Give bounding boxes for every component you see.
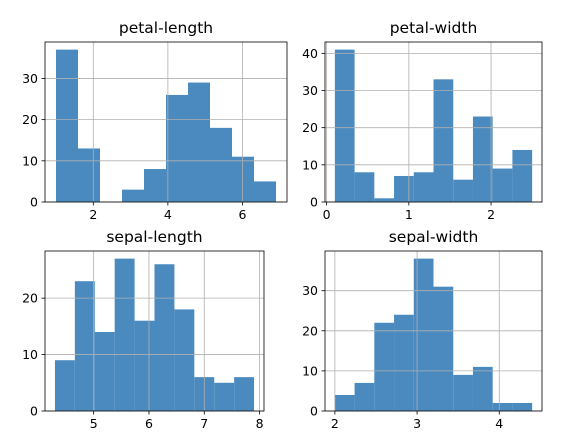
sepal-length-y-tick-label: 0 — [30, 404, 38, 419]
sepal-width-bar — [413, 258, 434, 411]
petal-width-x-tick-label: 2 — [487, 207, 495, 222]
petal-length-bar — [78, 148, 100, 202]
petal-length-x-tick-label: 2 — [89, 207, 97, 222]
sepal-length-bar — [54, 360, 75, 411]
sepal-length-x-tick-label: 8 — [256, 416, 264, 431]
sepal-width-y-tick-label: 0 — [310, 404, 318, 419]
petal-length-bar — [122, 189, 144, 202]
petal-width-bar — [472, 116, 493, 202]
petal-length-bar — [144, 169, 166, 202]
sepal-width-y-tick-label: 10 — [302, 363, 318, 378]
petal-length-bar — [232, 156, 254, 202]
petal-width-bar — [492, 168, 513, 202]
sepal-width-title: sepal-width — [389, 228, 479, 246]
sepal-length-y-tick-label: 10 — [22, 347, 38, 362]
petal-length-y-tick-label: 0 — [30, 195, 38, 210]
petal-length-x-tick-label: 4 — [164, 207, 172, 222]
petal-length-y-tick-label: 10 — [22, 153, 38, 168]
petal-width-title: petal-width — [390, 19, 478, 37]
petal-width-bar — [512, 149, 533, 202]
sepal-length-bar — [154, 264, 175, 411]
petal-width-x-tick-label: 1 — [405, 207, 413, 222]
sepal-width-bar — [433, 286, 454, 411]
petal-width-y-tick-label: 10 — [302, 157, 318, 172]
petal-length-x-tick-label: 6 — [238, 207, 246, 222]
sepal-width-bar — [453, 374, 473, 411]
petal-length-axes-frame — [44, 41, 288, 203]
sepal-length-axes-frame — [44, 250, 265, 412]
sepal-length-bar — [74, 281, 95, 411]
petal-length-bar — [188, 82, 210, 202]
sepal-width-bar — [354, 382, 375, 411]
petal-length-bar — [210, 127, 232, 202]
sepal-length-x-tick-label: 5 — [90, 416, 98, 431]
sepal-length-title: sepal-length — [106, 228, 202, 246]
sepal-width-x-tick-label: 2 — [331, 416, 339, 431]
sepal-length-bar — [234, 377, 255, 411]
petal-width-y-tick-label: 0 — [310, 195, 318, 210]
sepal-width-y-tick-label: 20 — [302, 323, 318, 338]
petal-width-y-tick-label: 40 — [302, 46, 318, 61]
petal-width-bar — [354, 172, 375, 202]
sepal-length-bar — [214, 382, 235, 411]
petal-length-bar — [166, 94, 188, 202]
petal-width-axes-frame — [324, 41, 543, 203]
petal-length-title: petal-length — [119, 19, 213, 37]
petal-width-bar — [394, 175, 414, 202]
sepal-length-y-tick-label: 20 — [22, 291, 38, 306]
petal-length-y-tick-label: 20 — [22, 112, 38, 127]
sepal-width-bar — [512, 402, 533, 411]
petal-width-y-tick-label: 20 — [302, 120, 318, 135]
petal-width-bar — [413, 172, 434, 202]
petal-width-x-tick-label: 0 — [323, 207, 331, 222]
sepal-length-bar — [134, 320, 155, 411]
sepal-length-x-tick-label: 7 — [200, 416, 208, 431]
petal-width-bar — [453, 179, 473, 202]
petal-width-y-tick-label: 30 — [302, 83, 318, 98]
sepal-length-x-tick-label: 6 — [145, 416, 153, 431]
petal-length-y-tick-label: 30 — [22, 71, 38, 86]
sepal-length-bar — [174, 309, 195, 411]
sepal-width-bar — [334, 394, 355, 411]
petal-width-bar — [334, 49, 355, 203]
sepal-length-bar — [94, 331, 115, 411]
sepal-width-bar — [374, 322, 395, 411]
sepal-width-panel: 2 3 4 0 10 20 30 sepal-width — [302, 228, 543, 431]
petal-length-panel: 2 4 6 0 10 20 30 petal-length — [22, 19, 288, 222]
sepal-width-bar — [492, 402, 513, 411]
sepal-width-bar — [394, 314, 414, 411]
sepal-width-x-tick-label: 3 — [413, 416, 421, 431]
sepal-width-y-tick-label: 30 — [302, 283, 318, 298]
petal-length-bar — [56, 49, 78, 203]
sepal-width-x-tick-label: 4 — [495, 416, 503, 431]
sepal-length-panel: 5 6 7 8 0 10 20 sepal-length — [22, 228, 265, 431]
sepal-width-bar — [472, 366, 493, 411]
petal-width-bar — [374, 198, 395, 202]
petal-width-bar — [433, 79, 454, 202]
petal-length-bar — [254, 181, 276, 202]
sepal-length-bar — [114, 258, 135, 411]
